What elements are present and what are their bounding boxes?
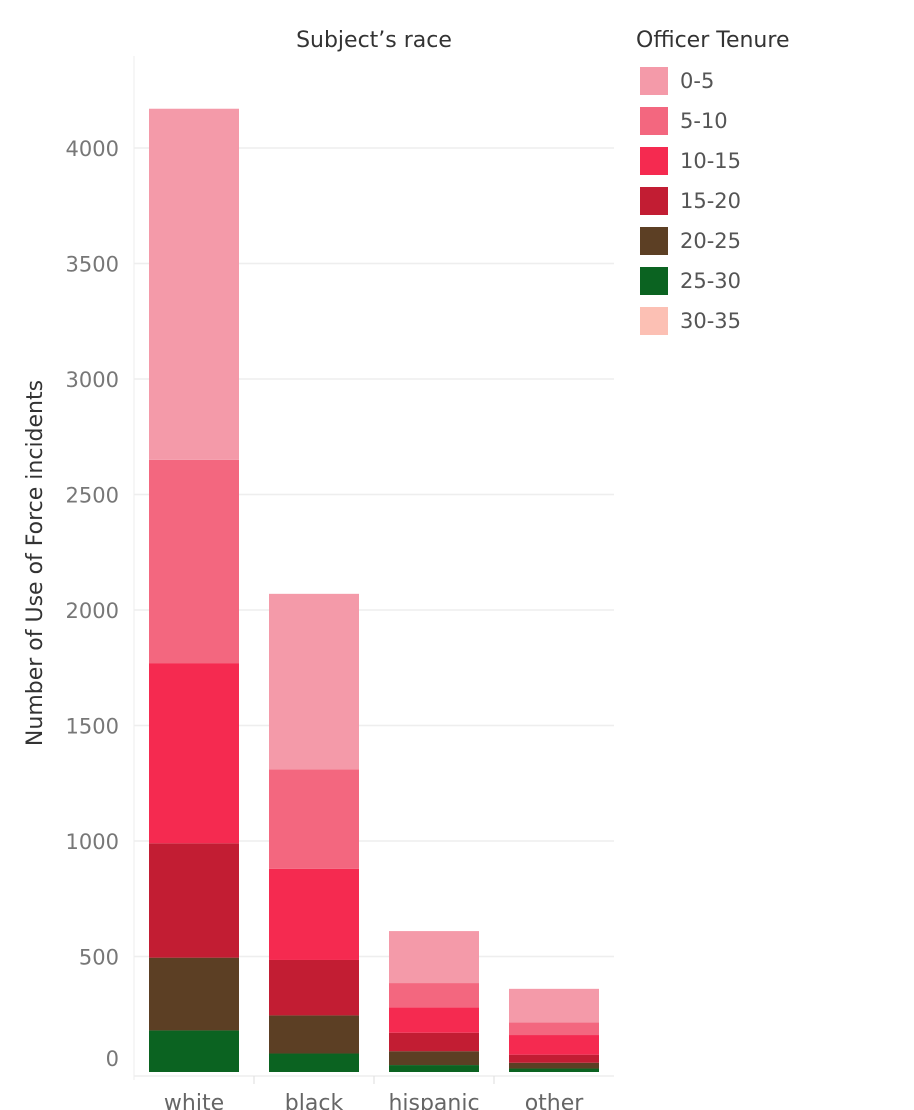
legend-items: 0-5 5-10 10-15 15-20 20-25 25-30 30-35 [636, 61, 789, 341]
bar-segment-other-0-5 [509, 988, 599, 1023]
bar-segment-white-5-10 [149, 459, 239, 664]
bar-segment-white-15-20 [149, 843, 239, 958]
x-tick-label: other [525, 1091, 585, 1110]
bar-segment-black-10-15 [269, 868, 359, 960]
legend-swatch [640, 227, 668, 255]
legend-item: 25-30 [636, 261, 789, 301]
legend-title: Officer Tenure [636, 28, 790, 53]
bar-segment-other-20-25 [509, 1062, 599, 1069]
bar-segment-black-0-5 [269, 593, 359, 770]
legend-item: 0-5 [636, 61, 789, 101]
bar-segment-other-10-15 [509, 1035, 599, 1055]
bar-segment-hispanic-10-15 [389, 1007, 479, 1033]
legend-item: 20-25 [636, 221, 789, 261]
bar-segment-hispanic-0-5 [389, 931, 479, 984]
bar-segment-white-10-15 [149, 663, 239, 844]
y-tick-label: 1000 [66, 830, 119, 854]
bar-segment-white-0-5 [149, 108, 239, 460]
bar-segment-hispanic-15-20 [389, 1032, 479, 1052]
legend: Officer Tenure 0-5 5-10 10-15 15-20 20-25 25-… [636, 28, 789, 341]
y-tick-label: 3000 [66, 368, 119, 392]
legend-swatch [640, 107, 668, 135]
legend-label: 30-35 [680, 309, 742, 333]
y-tick-label: 4000 [66, 137, 119, 161]
legend-label: 10-15 [680, 149, 742, 173]
bar-segment-hispanic-25-30 [389, 1065, 479, 1072]
y-tick-label: 1500 [66, 715, 119, 739]
legend-label: 25-30 [680, 269, 742, 293]
bar-segment-white-25-30 [149, 1030, 239, 1072]
y-axis: 0 500 1000 1500 2000 2500 3000 3500 4000 [66, 137, 119, 1071]
legend-label: 0-5 [680, 69, 715, 93]
y-axis-title: Number of Use of Force incidents [23, 380, 48, 746]
x-tick-label: black [285, 1091, 344, 1110]
y-tick-label: 500 [79, 946, 119, 970]
legend-item: 10-15 [636, 141, 789, 181]
x-axis: white black hispanic other [134, 1075, 614, 1110]
bar-segment-white-20-25 [149, 957, 239, 1031]
y-tick-label: 3500 [66, 253, 119, 277]
y-tick-label: 0 [106, 1047, 119, 1071]
legend-label: 5-10 [680, 109, 728, 133]
legend-item: 5-10 [636, 101, 789, 141]
legend-item: 15-20 [636, 181, 789, 221]
legend-swatch [640, 67, 668, 95]
bar-segment-black-15-20 [269, 959, 359, 1016]
bar-segment-other-15-20 [509, 1054, 599, 1063]
bar-segment-hispanic-20-25 [389, 1051, 479, 1066]
legend-swatch [640, 187, 668, 215]
bar-segment-hispanic-5-10 [389, 983, 479, 1008]
y-tick-label: 2500 [66, 484, 119, 508]
legend-item: 30-35 [636, 301, 789, 341]
y-tick-label: 2000 [66, 599, 119, 623]
chart-title: Subject’s race [296, 28, 452, 53]
legend-swatch [640, 307, 668, 335]
bar-segment-other-25-30 [509, 1068, 599, 1072]
legend-label: 20-25 [680, 229, 742, 253]
bar-segment-other-5-10 [509, 1022, 599, 1036]
bar-segment-black-25-30 [269, 1053, 359, 1072]
x-tick-label: hispanic [388, 1091, 479, 1110]
bar-segment-black-20-25 [269, 1015, 359, 1054]
bar-segment-black-5-10 [269, 769, 359, 869]
legend-label: 15-20 [680, 189, 742, 213]
x-tick-label: white [164, 1091, 224, 1110]
legend-swatch [640, 267, 668, 295]
bars [149, 108, 599, 1072]
legend-swatch [640, 147, 668, 175]
